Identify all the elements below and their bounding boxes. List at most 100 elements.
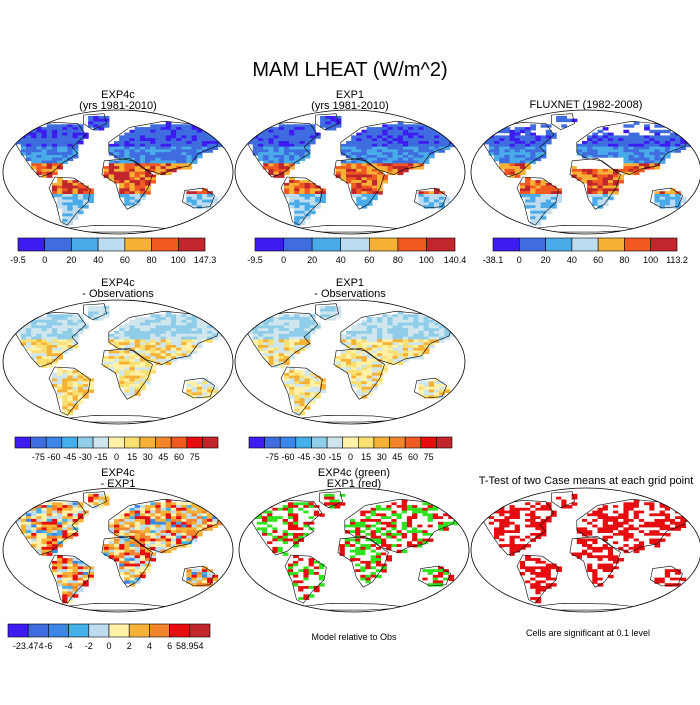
cell xyxy=(15,325,22,329)
cell xyxy=(377,347,383,352)
cell xyxy=(366,202,373,206)
cell xyxy=(366,174,373,178)
cell xyxy=(119,163,125,167)
cell xyxy=(119,168,125,173)
cell xyxy=(212,333,219,338)
cell xyxy=(540,185,547,189)
cell xyxy=(488,146,495,150)
cell xyxy=(119,381,125,385)
cell xyxy=(196,205,203,209)
cell xyxy=(98,305,105,310)
cell xyxy=(339,549,346,554)
cell xyxy=(145,339,151,343)
cell xyxy=(540,146,547,150)
cell xyxy=(434,146,440,150)
cell xyxy=(361,155,368,159)
cell xyxy=(303,527,310,531)
cell xyxy=(294,317,300,321)
cell xyxy=(488,152,495,156)
cell xyxy=(287,546,294,551)
cell xyxy=(57,317,63,321)
cell xyxy=(77,378,84,382)
cell xyxy=(509,163,516,167)
cell xyxy=(67,372,74,377)
cell xyxy=(82,188,89,192)
cell xyxy=(139,328,146,332)
cell xyxy=(432,569,439,573)
cell xyxy=(525,185,531,189)
cell xyxy=(129,336,136,340)
colorbar-swatch xyxy=(124,436,141,449)
colorbar-swatch xyxy=(139,436,156,449)
cell xyxy=(252,143,259,148)
cell xyxy=(165,527,172,531)
cell xyxy=(587,149,593,153)
cell xyxy=(41,358,48,363)
cell xyxy=(114,166,120,170)
cell xyxy=(294,314,300,318)
cell xyxy=(36,328,43,332)
cell xyxy=(134,138,141,142)
cell xyxy=(160,141,167,145)
cell xyxy=(160,157,167,162)
cell xyxy=(129,350,136,354)
cell xyxy=(268,339,275,343)
cell xyxy=(402,166,409,170)
cell xyxy=(294,199,300,203)
cell xyxy=(314,381,321,385)
cell xyxy=(124,168,131,173)
cell xyxy=(119,194,125,198)
cell xyxy=(119,138,125,142)
colorbar-swatch xyxy=(326,436,344,449)
cell xyxy=(129,530,136,534)
cell xyxy=(370,538,377,542)
cell xyxy=(371,191,378,195)
cell xyxy=(423,395,430,399)
cell xyxy=(207,336,213,340)
cell xyxy=(51,182,58,187)
cell xyxy=(129,541,136,545)
cell xyxy=(443,580,449,584)
cell xyxy=(346,358,352,363)
cell xyxy=(413,339,420,343)
cell xyxy=(597,157,604,162)
cell xyxy=(597,171,604,176)
cell xyxy=(139,127,146,131)
cell xyxy=(293,527,299,531)
cell xyxy=(602,168,609,173)
cell xyxy=(402,143,409,148)
cell xyxy=(613,180,619,184)
cell xyxy=(340,163,347,167)
cell xyxy=(299,143,306,148)
cell xyxy=(299,157,306,162)
cell xyxy=(375,521,382,526)
cell xyxy=(46,124,53,128)
cell xyxy=(439,339,445,343)
cell xyxy=(202,384,208,388)
cell xyxy=(371,353,378,357)
cell xyxy=(46,358,53,363)
cell xyxy=(670,191,676,195)
cell xyxy=(51,194,58,198)
cell xyxy=(304,372,311,377)
cell xyxy=(406,535,413,540)
cell xyxy=(602,138,609,142)
cell xyxy=(283,350,290,354)
cell xyxy=(371,155,378,159)
cell xyxy=(587,168,593,173)
cell xyxy=(150,149,156,153)
cell xyxy=(298,505,304,509)
cell xyxy=(263,138,269,142)
cell xyxy=(346,143,352,148)
cell xyxy=(41,333,48,338)
coastline-africa xyxy=(101,348,153,400)
cell xyxy=(434,378,440,382)
cell xyxy=(382,155,388,159)
cell xyxy=(494,135,500,139)
cell xyxy=(607,182,614,187)
cell xyxy=(335,361,342,366)
cell xyxy=(67,328,74,332)
cell xyxy=(212,516,219,520)
cell xyxy=(356,347,363,352)
colorbar: -9.5 0 20 40 60 80 100 140.4 xyxy=(247,237,466,265)
